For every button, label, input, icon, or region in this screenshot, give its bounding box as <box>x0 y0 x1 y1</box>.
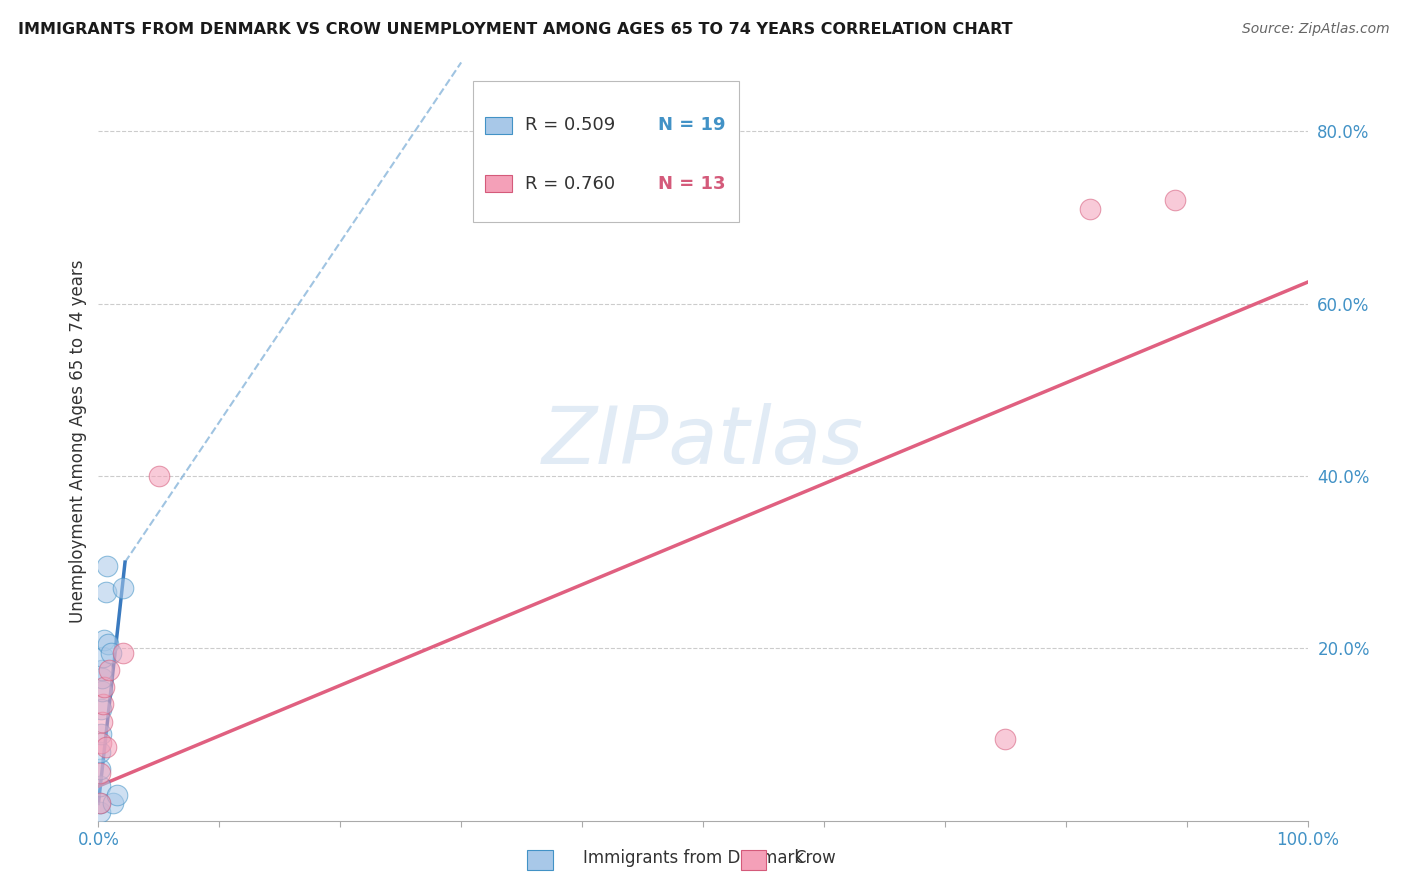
Point <box>111 581 134 595</box>
FancyBboxPatch shape <box>474 81 740 221</box>
Point <box>97 637 120 651</box>
Point <box>90 727 112 741</box>
Point <box>93 632 115 647</box>
Text: R = 0.509: R = 0.509 <box>526 116 616 135</box>
Point <box>111 646 134 660</box>
Point <box>1163 194 1185 208</box>
Y-axis label: Unemployment Among Ages 65 to 74 years: Unemployment Among Ages 65 to 74 years <box>69 260 87 624</box>
Point <box>1078 202 1101 216</box>
Point <box>91 714 114 729</box>
Bar <box>485 176 512 192</box>
Point <box>91 663 114 677</box>
Point <box>100 646 122 660</box>
Point <box>994 731 1017 746</box>
Point <box>105 788 128 802</box>
Point <box>91 684 114 698</box>
Point <box>101 797 124 811</box>
Point <box>89 745 111 759</box>
Point <box>96 559 118 574</box>
Text: R = 0.760: R = 0.760 <box>526 175 616 193</box>
Point <box>98 663 121 677</box>
Point <box>90 736 112 750</box>
Point <box>90 701 112 715</box>
Point <box>89 762 111 776</box>
Text: IMMIGRANTS FROM DENMARK VS CROW UNEMPLOYMENT AMONG AGES 65 TO 74 YEARS CORRELATI: IMMIGRANTS FROM DENMARK VS CROW UNEMPLOY… <box>18 22 1012 37</box>
Point <box>148 469 170 483</box>
Point <box>94 585 117 599</box>
Text: Crow: Crow <box>794 849 837 867</box>
Text: Source: ZipAtlas.com: Source: ZipAtlas.com <box>1241 22 1389 37</box>
Point <box>91 672 114 686</box>
Text: Immigrants from Denmark: Immigrants from Denmark <box>583 849 804 867</box>
Point <box>89 805 111 819</box>
Point <box>89 779 111 793</box>
Bar <box>485 117 512 134</box>
Point <box>94 740 117 755</box>
Point <box>91 698 114 712</box>
Text: ZIPatlas: ZIPatlas <box>541 402 865 481</box>
Text: N = 19: N = 19 <box>658 116 725 135</box>
Point <box>93 680 115 694</box>
Point <box>91 649 114 664</box>
Text: N = 13: N = 13 <box>658 175 725 193</box>
Point <box>89 766 111 780</box>
Point <box>89 797 111 811</box>
Point <box>89 797 111 811</box>
